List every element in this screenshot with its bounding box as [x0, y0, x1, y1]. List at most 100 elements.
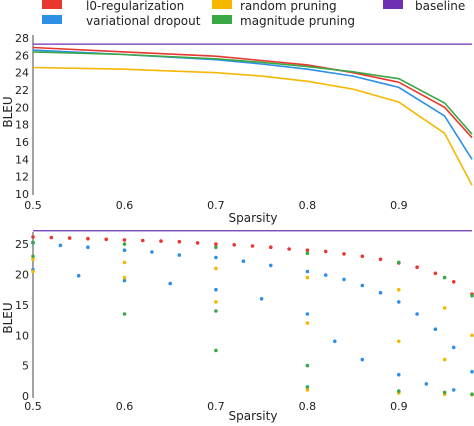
scatter-point-variational-dropout	[470, 369, 474, 374]
scatter-point-magnitude-pruning	[122, 312, 127, 316]
scatter-point-magnitude-pruning	[470, 392, 474, 397]
scatter-point-l0-regularization	[250, 244, 255, 248]
scatter-point-l0-regularization	[415, 265, 419, 270]
legend-label-magnitude-pruning: magnitude pruning	[240, 14, 355, 28]
scatter-point-variational-dropout-lower-band	[305, 312, 310, 316]
top-y-tick-label: 18	[15, 119, 29, 132]
scatter-point-magnitude-pruning	[305, 363, 310, 368]
top-x-tick-label: 0.9	[390, 199, 408, 212]
legend-label-baseline: baseline	[415, 0, 465, 13]
top-y-tick-label: 26	[15, 49, 29, 62]
scatter-point-variational-dropout-lower-band	[397, 372, 401, 377]
top-x-tick-label: 0.6	[116, 199, 134, 212]
scatter-point-magnitude-pruning	[397, 389, 401, 393]
scatter-point-random-pruning	[31, 257, 35, 262]
legend: l0-regularization variational dropout ra…	[42, 0, 465, 28]
scatter-point-variational-dropout	[378, 290, 383, 295]
scatter-point-variational-dropout	[241, 259, 246, 264]
scatter-point-magnitude-pruning	[214, 309, 218, 313]
bottom-x-tick-label: 0.5	[24, 400, 42, 413]
scatter-point-l0-regularization	[287, 247, 291, 251]
scatter-point-l0-regularization	[269, 245, 273, 249]
bottom-x-tick-label: 0.9	[390, 400, 408, 413]
scatter-point-random-pruning	[397, 339, 401, 344]
scatter-point-l0-regularization	[378, 257, 383, 262]
scatter-point-magnitude-pruning	[397, 260, 401, 265]
legend-label-l0-regularization: l0-regularization	[86, 0, 184, 13]
scatter-point-variational-dropout-lower-band	[333, 339, 337, 344]
top-x-axis-label: Sparsity	[229, 211, 278, 225]
scatter-point-random-pruning	[214, 266, 218, 271]
top-y-tick-label: 24	[15, 67, 29, 80]
scatter-point-l0-regularization	[177, 239, 182, 244]
scatter-point-variational-dropout	[415, 312, 419, 316]
top-y-tick-label: 12	[15, 171, 29, 184]
scatter-point-magnitude-pruning	[442, 275, 447, 280]
scatter-point-magnitude-pruning	[305, 385, 310, 389]
top-y-tick-label: 14	[15, 153, 29, 166]
top-y-tick-label: 28	[15, 32, 29, 45]
legend-label-random-pruning: random pruning	[240, 0, 337, 13]
scatter-point-l0-regularization	[360, 254, 365, 259]
top-x-tick-label: 0.5	[24, 199, 42, 212]
top-chart: 10 12 14 16 18 20 22 24 26 28 0.5 0.6 0.…	[1, 32, 473, 225]
scatter-point-variational-dropout	[214, 255, 218, 260]
scatter-point-variational-dropout	[58, 243, 63, 248]
scatter-point-variational-dropout	[360, 283, 365, 288]
scatter-point-random-pruning	[470, 333, 474, 338]
scatter-point-l0-regularization	[342, 252, 346, 256]
series-line-magnitude-pruning	[32, 51, 473, 135]
scatter-point-random-pruning	[442, 306, 447, 310]
bottom-y-tick-label: 20	[15, 269, 29, 282]
scatter-point-l0-regularization	[232, 243, 236, 247]
top-y-axis-label: BLEU	[1, 96, 15, 127]
scatter-point-magnitude-pruning	[122, 242, 127, 246]
bottom-y-tick-label: 25	[15, 238, 29, 251]
top-y-tick-label: 22	[15, 84, 29, 97]
scatter-point-random-pruning	[31, 269, 35, 274]
scatter-point-magnitude-pruning	[31, 240, 35, 245]
scatter-point-random-pruning	[122, 260, 127, 265]
scatter-point-l0-regularization	[159, 239, 163, 243]
scatter-point-random-pruning	[397, 287, 401, 292]
scatter-point-variational-dropout	[122, 248, 127, 252]
scatter-point-l0-regularization	[323, 249, 328, 254]
scatter-point-variational-dropout	[86, 245, 90, 249]
scatter-point-l0-regularization	[214, 242, 218, 246]
scatter-point-magnitude-pruning	[214, 348, 218, 353]
series-line-random-pruning	[32, 66, 473, 186]
scatter-point-l0-regularization	[67, 236, 72, 240]
bottom-x-axis-label: Sparsity	[229, 409, 278, 423]
bottom-x-tick-label: 0.7	[207, 400, 225, 413]
bottom-x-tick-label: 0.6	[116, 400, 134, 413]
bottom-y-tick-label: 10	[15, 329, 29, 342]
top-x-tick-labels: 0.5 0.6 0.7 0.8 0.9	[24, 199, 407, 212]
top-y-tick-labels: 10 12 14 16 18 20 22 24 26 28	[15, 32, 29, 201]
scatter-point-variational-dropout-lower-band	[451, 388, 456, 392]
bottom-chart: 0 5 10 15 20 25 0.5 0.6 0.7 0.8 0.9 Spar…	[1, 230, 474, 423]
scatter-point-random-pruning	[305, 321, 310, 325]
scatter-point-variational-dropout	[397, 300, 401, 304]
top-y-tick-label: 10	[15, 188, 29, 201]
scatter-point-variational-dropout	[433, 327, 438, 332]
scatter-point-random-pruning	[122, 275, 127, 280]
scatter-point-l0-regularization	[122, 238, 127, 242]
bottom-y-tick-label: 0	[22, 390, 29, 403]
scatter-point-variational-dropout	[305, 269, 310, 274]
scatter-point-magnitude-pruning	[470, 294, 474, 298]
scatter-point-l0-regularization	[49, 235, 54, 240]
top-y-tick-label: 16	[15, 136, 29, 149]
scatter-point-variational-dropout	[323, 273, 328, 277]
scatter-point-variational-dropout-lower-band	[360, 357, 365, 362]
legend-swatch-variational-dropout	[42, 15, 62, 24]
legend-swatch-random-pruning	[212, 0, 232, 9]
scatter-point-magnitude-pruning	[305, 251, 310, 256]
scatter-point-l0-regularization	[31, 235, 35, 239]
scatter-point-l0-regularization	[451, 280, 456, 284]
bottom-y-tick-labels: 0 5 10 15 20 25	[15, 238, 29, 403]
scatter-point-l0-regularization	[86, 236, 90, 241]
scatter-point-variational-dropout	[177, 253, 182, 257]
scatter-point-l0-regularization	[433, 271, 438, 276]
top-x-tick-label: 0.7	[207, 199, 225, 212]
